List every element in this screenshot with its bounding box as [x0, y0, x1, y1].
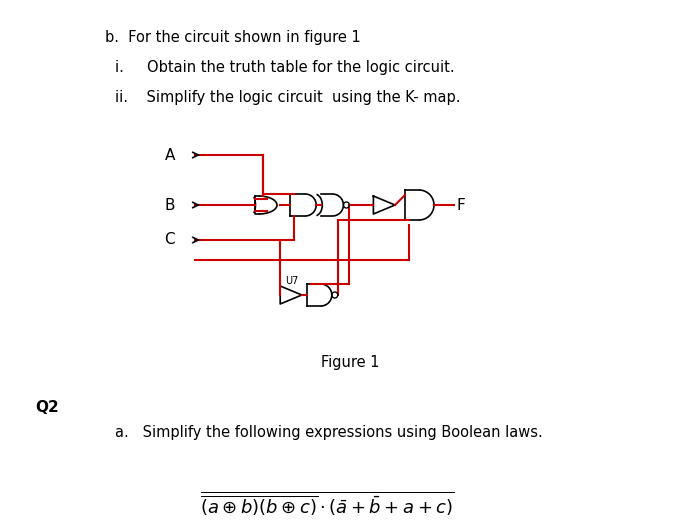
Text: i.     Obtain the truth table for the logic circuit.: i. Obtain the truth table for the logic …	[115, 60, 454, 75]
Text: ii.    Simplify the logic circuit  using the K- map.: ii. Simplify the logic circuit using the…	[115, 90, 461, 105]
Text: b.  For the circuit shown in figure 1: b. For the circuit shown in figure 1	[105, 30, 360, 45]
Text: B: B	[164, 198, 175, 212]
Text: a.   Simplify the following expressions using Boolean laws.: a. Simplify the following expressions us…	[115, 425, 542, 440]
Text: C: C	[164, 233, 175, 247]
Text: Q2: Q2	[35, 400, 59, 415]
Text: $\overline{\overline{(a \oplus b)(b \oplus c)} \cdot (\bar{a}+\bar{b}+a+c)}$: $\overline{\overline{(a \oplus b)(b \opl…	[200, 490, 454, 518]
Text: Figure 1: Figure 1	[321, 355, 379, 370]
Text: U7: U7	[285, 276, 299, 286]
Text: F: F	[456, 198, 465, 212]
Text: A: A	[164, 148, 175, 162]
